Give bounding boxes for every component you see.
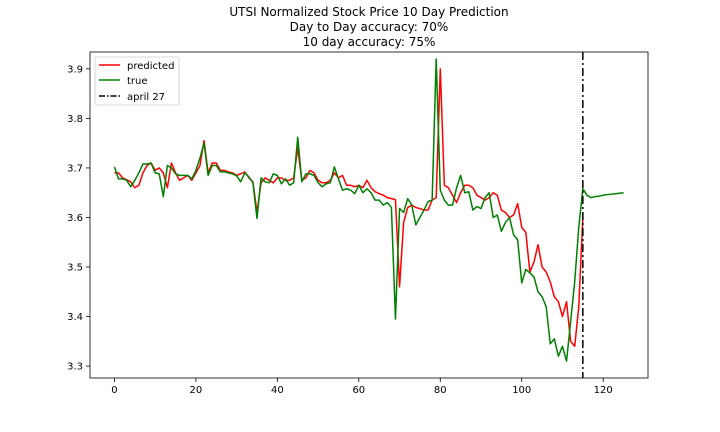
x-tick-label: 120 <box>594 385 613 396</box>
plot-area: 0 20 40 60 80 100 120 3.3 3.4 3.5 3.6 3.7 3.8 3.9 <box>67 52 624 396</box>
chart-title-line-3: 10 day accuracy: 75% <box>303 35 436 49</box>
y-tick-label: 3.7 <box>67 163 83 174</box>
x-tick-label: 60 <box>352 385 365 396</box>
legend: predicted true april 27 <box>94 56 180 106</box>
y-tick-label: 3.5 <box>67 263 83 274</box>
legend-label-predicted: predicted <box>127 61 174 72</box>
x-tick-label: 0 <box>111 385 117 396</box>
legend-box <box>94 56 180 106</box>
legend-label-april-27: april 27 <box>127 92 165 103</box>
x-tick-label: 100 <box>512 385 531 396</box>
plot-frame <box>89 51 649 379</box>
y-tick-label: 3.8 <box>67 114 83 125</box>
y-tick-label: 3.3 <box>67 362 83 373</box>
legend-label-true: true <box>127 76 148 87</box>
y-tick-label: 3.6 <box>67 213 83 224</box>
series-line-true <box>113 58 624 362</box>
y-tick-label: 3.4 <box>67 312 83 323</box>
chart-title-line-2: Day to Day accuracy: 70% <box>290 20 449 34</box>
y-tick-label: 3.9 <box>67 64 83 75</box>
x-tick-label: 20 <box>190 385 203 396</box>
series-line-predicted <box>114 68 584 348</box>
x-tick-label: 40 <box>271 385 284 396</box>
x-tick-label: 80 <box>434 385 447 396</box>
chart-title-line-1: UTSI Normalized Stock Price 10 Day Predi… <box>229 5 508 19</box>
